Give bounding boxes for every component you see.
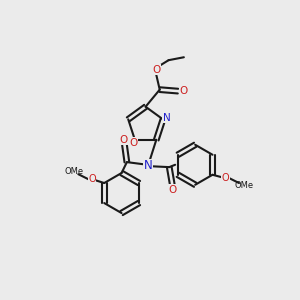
Text: O: O	[222, 173, 229, 183]
Text: OMe: OMe	[234, 181, 253, 190]
Text: N: N	[163, 113, 170, 123]
Text: O: O	[152, 64, 160, 75]
Text: O: O	[179, 86, 188, 96]
Text: O: O	[129, 138, 137, 148]
Text: O: O	[88, 175, 96, 184]
Text: O: O	[120, 135, 128, 145]
Text: O: O	[168, 184, 176, 194]
Text: OMe: OMe	[64, 167, 84, 176]
Text: N: N	[144, 159, 152, 172]
